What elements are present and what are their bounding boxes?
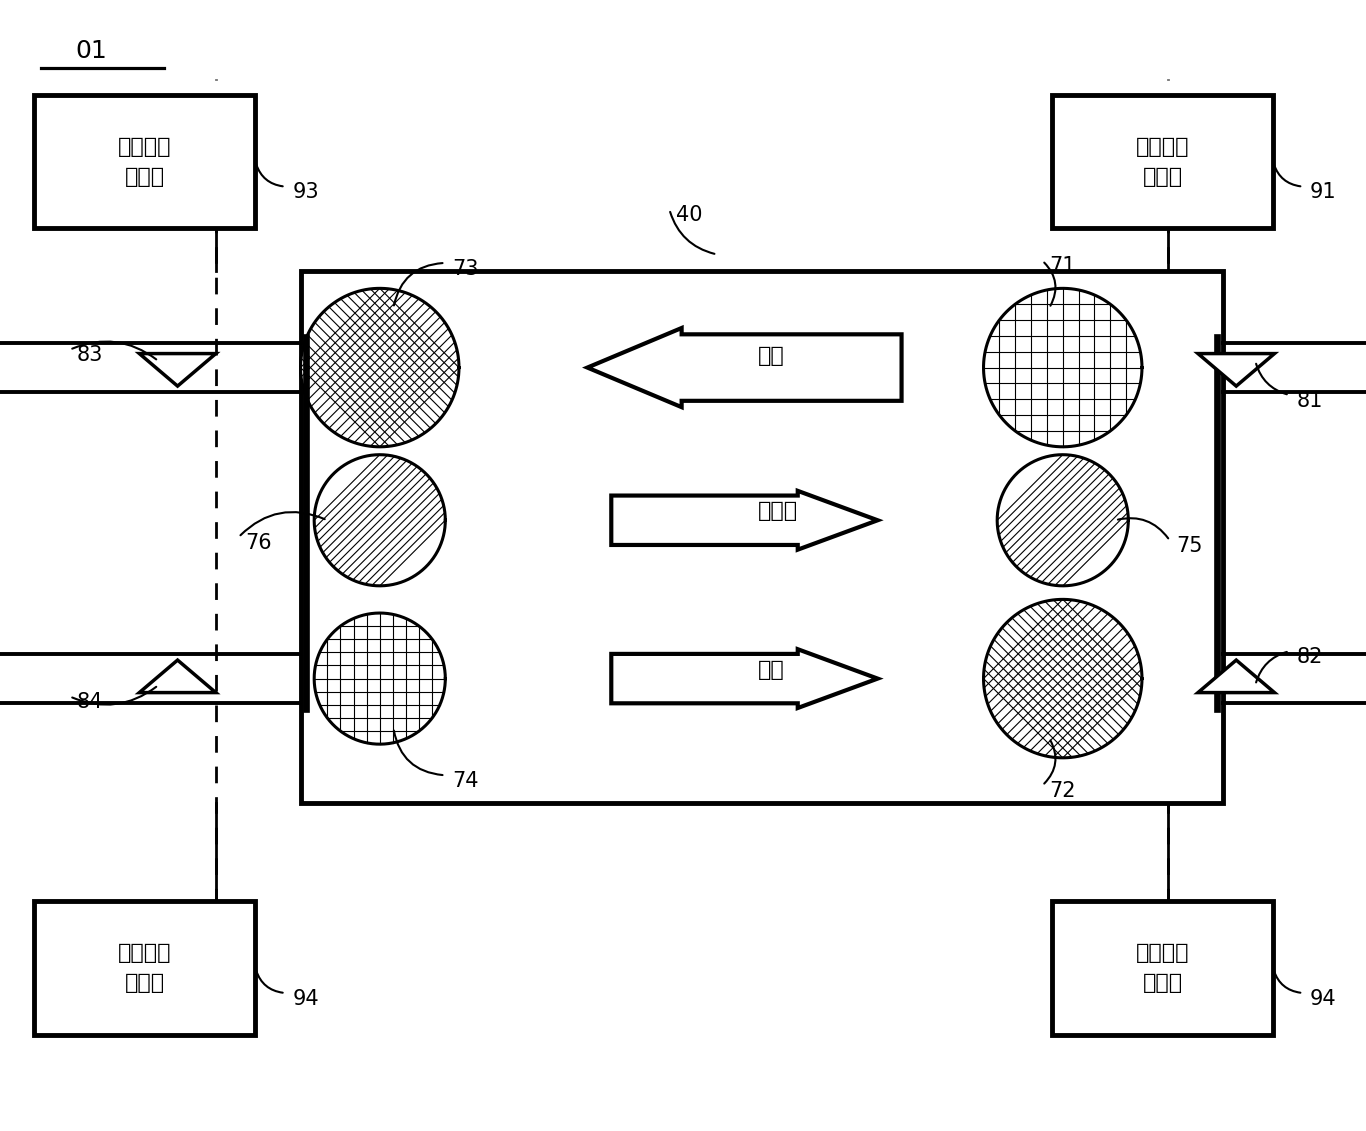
Text: 第四压力
传感器: 第四压力 传感器 [117,943,172,993]
Polygon shape [301,288,459,447]
Text: 91: 91 [1310,182,1336,202]
Text: 81: 81 [1296,390,1322,411]
Polygon shape [587,328,902,407]
Text: 冷却液: 冷却液 [758,501,798,521]
Text: 83: 83 [76,345,102,365]
Polygon shape [612,649,878,708]
Text: 72: 72 [1049,782,1075,801]
Polygon shape [997,455,1128,586]
Text: 93: 93 [292,182,318,202]
Polygon shape [1198,354,1274,386]
Text: 84: 84 [76,692,102,713]
Text: 71: 71 [1049,257,1075,276]
Text: 第一压力
传感器: 第一压力 传感器 [1135,137,1190,187]
Text: 94: 94 [1310,988,1336,1009]
Polygon shape [314,455,445,586]
Text: 82: 82 [1296,647,1322,667]
Polygon shape [139,661,216,692]
Text: 空气: 空气 [758,659,785,680]
Text: 73: 73 [452,259,478,278]
Bar [34,901,255,1035]
Text: 氢气: 氢气 [758,346,785,366]
Bar [34,95,255,228]
Text: 40: 40 [676,205,702,225]
Polygon shape [984,288,1142,447]
Polygon shape [1198,661,1274,692]
Text: 94: 94 [292,988,318,1009]
Polygon shape [612,491,878,550]
Text: 74: 74 [452,771,478,791]
Bar [1052,901,1273,1035]
Polygon shape [139,354,216,386]
Polygon shape [314,613,445,744]
Text: 75: 75 [1176,536,1203,556]
Text: 01: 01 [75,38,107,63]
Text: 第二压力
传感器: 第二压力 传感器 [1135,943,1190,993]
Bar [1052,95,1273,228]
Text: 76: 76 [246,533,272,553]
Text: 第三压力
传感器: 第三压力 传感器 [117,137,172,187]
Polygon shape [984,599,1142,758]
Bar [301,271,1223,803]
